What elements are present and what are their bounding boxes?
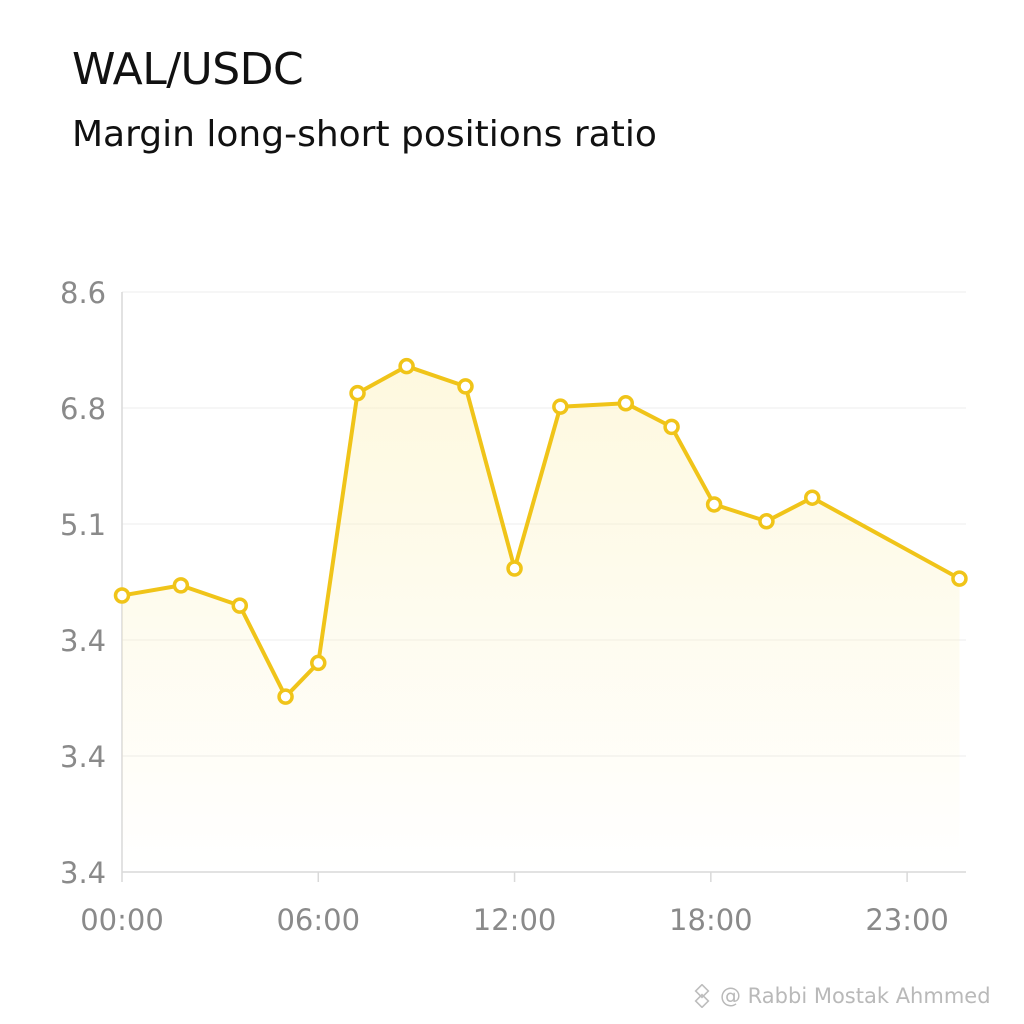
data-point-10 [617,395,635,412]
chart-subtitle: Margin long-short positions ratio [72,114,657,155]
x-tick-label-3: 18:00 [669,903,753,937]
data-point-1 [172,577,190,594]
series-line-0 [120,364,962,699]
data-points [113,357,968,705]
chart-title: WAL/USDC [72,44,304,95]
data-point-2 [231,597,249,614]
data-point-15 [951,570,968,587]
y-tick-label-4: 3.4 [60,740,106,774]
area-fill [122,366,960,872]
data-point-14 [803,489,821,506]
binance-diamond-icon [694,984,710,1008]
x-tick-label-1: 06:00 [276,903,360,937]
data-point-6 [398,357,415,375]
data-point-0 [113,587,131,604]
data-point-8 [506,560,523,577]
x-tick-label-4: 23:00 [865,903,949,937]
data-point-12 [705,496,723,513]
data-point-9 [552,398,569,415]
watermark-text: @ Rabbi Mostak Ahmmed [720,984,991,1008]
data-point-11 [663,418,680,436]
data-point-3 [277,688,294,705]
y-tick-label-1: 6.8 [60,392,106,426]
data-point-7 [457,378,474,395]
data-point-13 [758,513,775,530]
x-tick-label-0: 00:00 [80,903,164,937]
series-line [120,364,962,699]
series-area-0 [122,366,960,872]
y-tick-label-3: 3.4 [60,624,106,658]
data-point-4 [310,654,327,672]
tick-labels: 8.6 6.8 5.1 3.4 3.4 3.4 00:00 06:00 12:00 18:00 23… [60,276,949,937]
y-tick-label-0: 8.6 [60,276,106,310]
y-tick-label-5: 3.4 [60,856,106,890]
watermark: @ Rabbi Mostak Ahmmed [690,984,991,1008]
data-point-5 [349,384,366,402]
x-tick-label-2: 12:00 [473,903,557,937]
y-tick-label-2: 5.1 [60,508,106,542]
